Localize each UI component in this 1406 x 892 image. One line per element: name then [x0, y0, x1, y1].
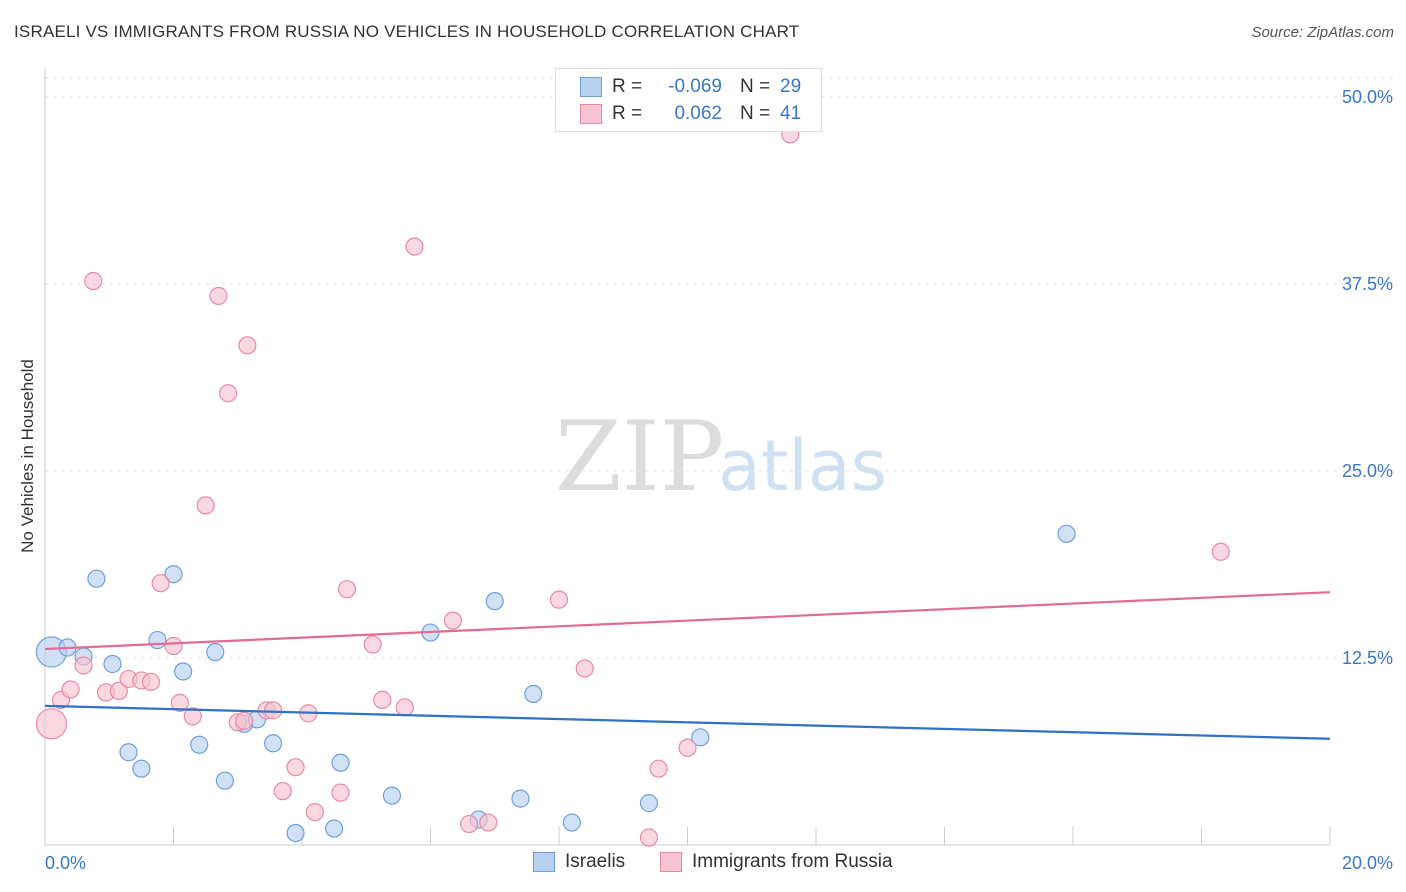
x-tick-label: 20.0% — [1342, 853, 1393, 873]
israelis-point — [119, 743, 138, 762]
russia-point — [141, 672, 161, 692]
legend-label-russia: Immigrants from Russia — [692, 851, 893, 872]
israelis-point — [286, 823, 305, 843]
russia-point — [443, 611, 463, 630]
legend-row-israelis: R = -0.069 N = 29 — [580, 74, 801, 100]
russia-point — [263, 701, 283, 720]
russia-point — [678, 738, 697, 757]
israelis-point — [190, 735, 209, 754]
russia-point — [183, 707, 202, 726]
watermark-atlas: atlas — [718, 425, 887, 507]
legend-n-value: 41 — [780, 103, 802, 124]
legend-n-value: 29 — [780, 76, 802, 97]
russia-point — [575, 659, 594, 678]
legend-swatch-blue — [580, 77, 602, 97]
russia-point — [479, 813, 498, 832]
israelis-point — [524, 684, 543, 704]
legend-row-russia: R = 0.062 N = 41 — [580, 101, 801, 127]
russia-point — [373, 690, 392, 709]
israelis-point — [215, 771, 234, 790]
y-tick-label: 12.5% — [1342, 648, 1393, 668]
russia-point — [273, 782, 292, 801]
y-tick-label: 25.0% — [1342, 461, 1393, 481]
russia-point — [235, 711, 254, 730]
legend-swatch-pink — [660, 852, 682, 872]
russia-point — [337, 580, 357, 599]
y-tick-label: 37.5% — [1342, 274, 1393, 294]
russia-point — [219, 384, 238, 403]
russia-point — [170, 693, 190, 712]
legend-n-label: N = — [740, 103, 771, 124]
y-tick-label: 50.0% — [1342, 87, 1393, 107]
russia-point — [459, 814, 479, 834]
israelis-point — [132, 759, 151, 778]
russia-point — [1211, 542, 1230, 561]
israelis-point — [1057, 524, 1076, 543]
russia-point — [363, 635, 382, 654]
tick-labels: 12.5% 25.0% 37.5% 50.0% 0.0% 20.0% — [45, 87, 1393, 873]
israelis-point — [382, 786, 402, 805]
russia-point — [84, 271, 103, 291]
correlation-legend: R = -0.069 N = 29 R = 0.062 N = 41 — [555, 68, 822, 132]
israelis-point — [263, 734, 283, 753]
watermark-zip: ZIP — [555, 401, 724, 513]
russia-trend-line — [44, 591, 1331, 651]
chart-title: ISRAELI VS IMMIGRANTS FROM RUSSIA NO VEH… — [14, 22, 800, 41]
israelis-point — [325, 819, 344, 838]
russia-point — [209, 286, 228, 306]
legend-r-label: R = — [612, 103, 643, 124]
russia-point — [164, 636, 183, 656]
russia-point — [61, 680, 80, 699]
series-legend: Israelis Immigrants from Russia — [0, 851, 1406, 877]
israelis-point — [511, 789, 530, 808]
legend-r-label: R = — [612, 76, 643, 97]
israelis-point — [206, 642, 225, 662]
russia-point — [639, 828, 659, 847]
legend-r-value: 0.062 — [674, 103, 722, 124]
israelis-point — [691, 728, 710, 747]
grid-lines — [45, 77, 1395, 659]
legend-swatch-pink — [580, 104, 602, 124]
russia-point — [151, 574, 170, 593]
legend-swatch-blue — [533, 852, 555, 872]
russia-point — [286, 758, 305, 777]
russia-point — [238, 336, 257, 355]
israelis-point — [562, 813, 581, 832]
israelis-point — [639, 794, 659, 813]
israelis-point — [485, 592, 504, 611]
russia-point — [74, 656, 93, 675]
russia-point — [109, 681, 128, 701]
russia-point — [35, 708, 68, 740]
russia-point — [331, 783, 350, 802]
legend-item-russia: Immigrants from Russia — [660, 851, 893, 873]
legend-r-value: -0.069 — [668, 76, 722, 97]
series-israelis-points — [35, 524, 1076, 843]
israelis-point — [174, 662, 193, 681]
legend-label-israelis: Israelis — [565, 851, 626, 872]
israelis-point — [103, 654, 122, 674]
x-tick-label: 0.0% — [45, 853, 86, 873]
russia-point — [305, 802, 324, 822]
israelis-point — [331, 753, 350, 772]
source-credit: Source: ZipAtlas.com — [1251, 24, 1394, 41]
israelis-point — [164, 565, 183, 584]
russia-point — [196, 496, 215, 515]
russia-point — [405, 237, 424, 256]
russia-point — [395, 698, 414, 717]
legend-item-israelis: Israelis — [533, 851, 625, 873]
legend-n-label: N = — [740, 76, 771, 97]
russia-point — [549, 590, 569, 609]
russia-point — [649, 759, 668, 778]
israelis-trend-line — [44, 704, 1331, 740]
trend-lines — [44, 591, 1331, 740]
israelis-point — [148, 630, 167, 650]
israelis-point — [87, 569, 106, 588]
